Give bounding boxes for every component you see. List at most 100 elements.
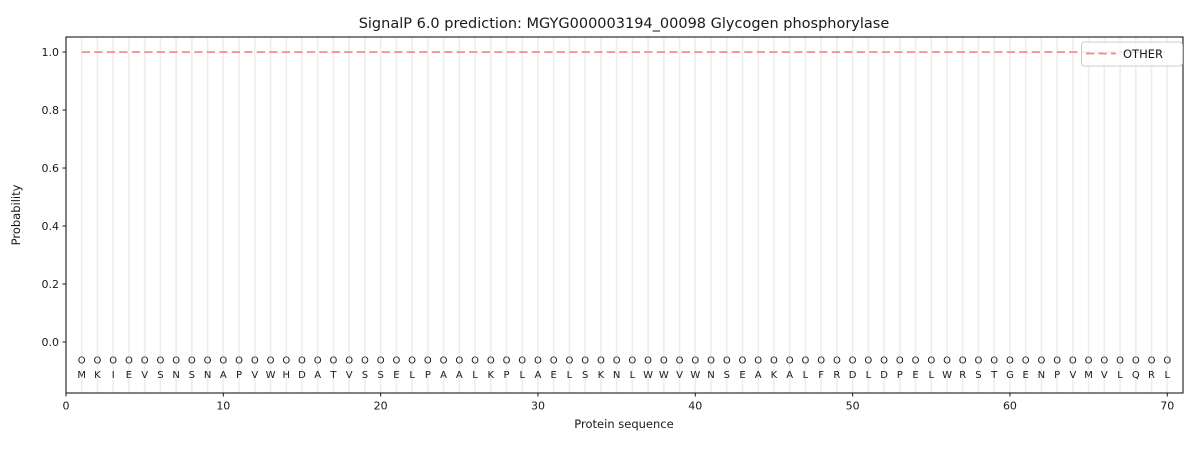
position-tag-letter: O <box>1022 355 1030 366</box>
position-tag-letter: O <box>235 355 243 366</box>
position-tag-letter: O <box>770 355 778 366</box>
sequence-layer: OMOKOIOEOVOSONOSONOAOPOVOWOHODOAOTOVOSOS… <box>77 355 1171 381</box>
position-tag-letter: O <box>377 355 385 366</box>
position-tag-letter: O <box>219 355 227 366</box>
position-tag-letter: O <box>817 355 825 366</box>
y-tick-label: 0.2 <box>42 278 60 291</box>
sequence-letter: P <box>897 370 903 381</box>
position-tag-letter: O <box>801 355 809 366</box>
y-tick-label: 0.6 <box>42 162 60 175</box>
sequence-letter: K <box>94 370 101 381</box>
position-tag-letter: O <box>1006 355 1014 366</box>
position-tag-letter: O <box>1116 355 1124 366</box>
sequence-letter: N <box>204 370 211 381</box>
position-tag-letter: O <box>565 355 573 366</box>
sequence-letter: K <box>487 370 494 381</box>
sequence-letter: P <box>425 370 431 381</box>
sequence-letter: L <box>1117 370 1123 381</box>
sequence-letter: V <box>346 370 353 381</box>
sequence-letter: N <box>1038 370 1045 381</box>
sequence-letter: L <box>472 370 478 381</box>
position-tag-letter: O <box>912 355 920 366</box>
sequence-letter: E <box>551 370 557 381</box>
position-tag-letter: O <box>739 355 747 366</box>
x-tick-label: 0 <box>63 400 70 413</box>
position-tag-letter: O <box>990 355 998 366</box>
sequence-letter: W <box>266 370 276 381</box>
sequence-letter: Q <box>1132 370 1140 381</box>
position-tag-letter: O <box>849 355 857 366</box>
sequence-letter: W <box>659 370 669 381</box>
sequence-letter: F <box>818 370 824 381</box>
sequence-letter: V <box>251 370 258 381</box>
position-tag-letter: O <box>109 355 117 366</box>
position-tag-letter: O <box>1037 355 1045 366</box>
sequence-letter: S <box>377 370 383 381</box>
sequence-letter: A <box>755 370 762 381</box>
sequence-letter: L <box>866 370 872 381</box>
x-tick-label: 30 <box>531 400 545 413</box>
plot-border <box>65 36 1184 394</box>
position-tag-letter: O <box>534 355 542 366</box>
position-tag-letter: O <box>518 355 526 366</box>
sequence-letter: S <box>362 370 368 381</box>
position-tag-letter: O <box>613 355 621 366</box>
position-tag-letter: O <box>597 355 605 366</box>
position-tag-letter: O <box>172 355 180 366</box>
sequence-letter: E <box>739 370 745 381</box>
position-tag-letter: O <box>943 355 951 366</box>
sequence-letter: M <box>1084 370 1093 381</box>
position-tag-letter: O <box>975 355 983 366</box>
position-tag-letter: O <box>896 355 904 366</box>
y-axis-label: Probability <box>9 184 23 245</box>
sequence-letter: E <box>1023 370 1029 381</box>
sequence-letter: A <box>314 370 321 381</box>
sequence-letter: T <box>990 370 998 381</box>
position-tag-letter: O <box>204 355 212 366</box>
position-tag-letter: O <box>1069 355 1077 366</box>
sequence-letter: M <box>77 370 86 381</box>
position-tag-letter: O <box>628 355 636 366</box>
position-tag-letter: O <box>503 355 511 366</box>
position-tag-letter: O <box>125 355 133 366</box>
sequence-letter: W <box>690 370 700 381</box>
sequence-letter: E <box>393 370 399 381</box>
sequence-letter: N <box>707 370 714 381</box>
sequence-letter: E <box>126 370 132 381</box>
position-tag-letter: O <box>455 355 463 366</box>
position-tag-letter: O <box>156 355 164 366</box>
y-tick-label: 0.0 <box>42 336 60 349</box>
sequence-letter: P <box>1054 370 1060 381</box>
position-tag-letter: O <box>581 355 589 366</box>
position-tag-letter: O <box>471 355 479 366</box>
sequence-letter: R <box>1148 370 1155 381</box>
position-tag-letter: O <box>786 355 794 366</box>
position-tag-letter: O <box>188 355 196 366</box>
position-tag-letter: O <box>660 355 668 366</box>
position-tag-letter: O <box>282 355 290 366</box>
y-tick-label: 0.8 <box>42 104 60 117</box>
sequence-letter: K <box>771 370 778 381</box>
position-tag-letter: O <box>487 355 495 366</box>
position-tag-letter: O <box>1148 355 1156 366</box>
sequence-letter: L <box>519 370 525 381</box>
sequence-letter: N <box>172 370 179 381</box>
sequence-letter: K <box>598 370 605 381</box>
sequence-letter: P <box>503 370 509 381</box>
sequence-letter: I <box>112 370 115 381</box>
sequence-letter: R <box>833 370 840 381</box>
tick-layer: 0 10 20 30 40 50 60 70 0.0 0.2 0.4 0.6 0.8 1.0 <box>42 46 1175 413</box>
sequence-letter: N <box>613 370 620 381</box>
sequence-letter: P <box>236 370 242 381</box>
sequence-letter: A <box>220 370 227 381</box>
x-tick-label: 60 <box>1003 400 1017 413</box>
position-tag-letter: O <box>864 355 872 366</box>
sequence-letter: L <box>630 370 636 381</box>
position-tag-letter: O <box>1100 355 1108 366</box>
sequence-letter: V <box>676 370 683 381</box>
x-tick-label: 70 <box>1160 400 1174 413</box>
x-axis-label: Protein sequence <box>574 417 673 431</box>
position-tag-letter: O <box>644 355 652 366</box>
